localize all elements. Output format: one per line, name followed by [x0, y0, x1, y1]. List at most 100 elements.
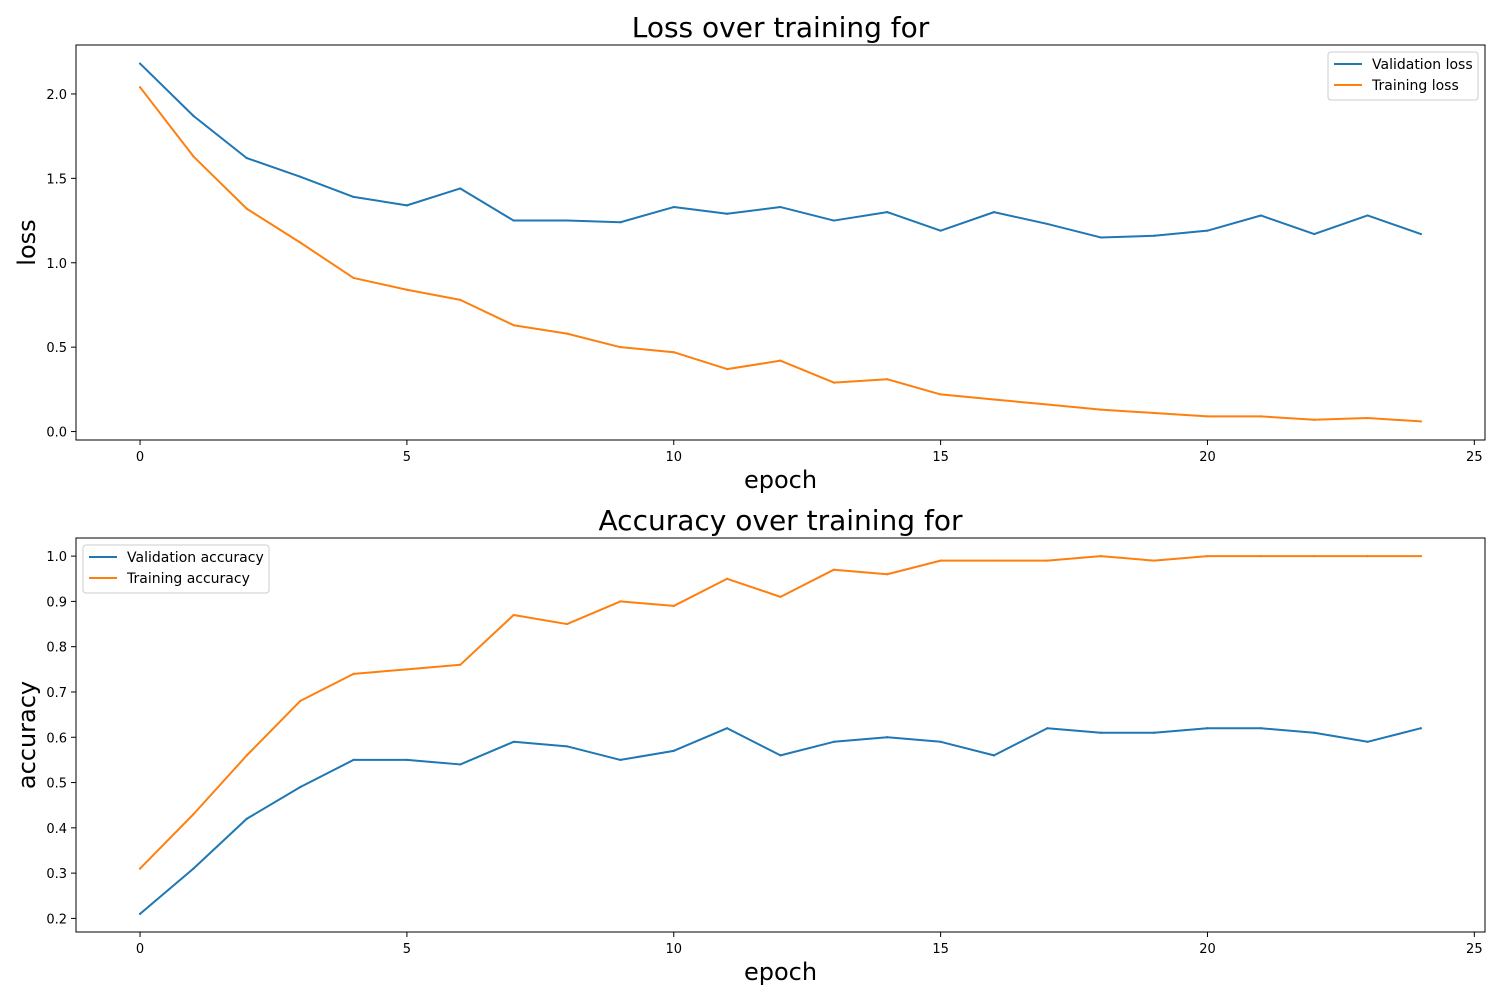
- data-point: [832, 381, 835, 384]
- data-point: [1152, 731, 1156, 734]
- legend-box: [82, 544, 270, 594]
- data-point: [1313, 232, 1316, 236]
- data-point: [352, 758, 355, 762]
- data-point: [992, 754, 996, 757]
- data-point: [245, 754, 248, 757]
- data-point: [672, 205, 675, 209]
- series-line-1: [139, 555, 1421, 870]
- legend: Validation accuracy Training accuracy: [82, 544, 270, 594]
- data-point: [192, 867, 195, 870]
- y-tick-label: 0.4: [46, 822, 67, 837]
- data-point: [1259, 415, 1262, 418]
- data-point: [886, 378, 889, 381]
- data-point: [1366, 555, 1369, 558]
- x-tick-label: 10: [665, 450, 682, 465]
- data-point: [886, 573, 889, 576]
- data-point: [832, 219, 835, 222]
- data-point: [1259, 555, 1262, 558]
- x-tick-label: 0: [136, 942, 144, 957]
- data-point: [1152, 411, 1156, 415]
- y-tick-label: 2.0: [46, 88, 67, 103]
- data-point: [1046, 222, 1049, 226]
- data-point: [992, 211, 996, 214]
- data-point: [299, 699, 302, 703]
- data-point: [726, 577, 729, 580]
- y-axis-label: loss: [13, 219, 41, 265]
- data-point: [352, 195, 355, 199]
- data-point: [726, 727, 729, 730]
- data-point: [619, 600, 622, 603]
- data-point: [565, 219, 569, 222]
- x-tick-label: 15: [932, 450, 949, 465]
- data-point: [245, 156, 248, 160]
- data-point: [672, 604, 675, 608]
- data-point: [1046, 559, 1049, 562]
- plot-frame: [75, 44, 1486, 441]
- data-point: [1259, 214, 1262, 217]
- legend-label: Validation accuracy: [127, 550, 264, 566]
- y-tick-label: 1.0: [46, 550, 67, 565]
- y-axis-label: accuracy: [13, 681, 41, 789]
- data-point: [405, 668, 409, 671]
- data-point: [1419, 232, 1423, 236]
- data-point: [726, 368, 729, 371]
- legend-label: Validation loss: [1372, 57, 1473, 73]
- data-point: [779, 205, 782, 209]
- x-tick-label: 25: [1466, 942, 1483, 957]
- data-point: [992, 398, 996, 401]
- series-line-0: [139, 62, 1422, 239]
- data-point: [512, 219, 515, 222]
- data-point: [779, 359, 782, 362]
- x-tick-label: 15: [932, 942, 949, 957]
- y-tick-label: 0.5: [46, 777, 67, 792]
- data-point: [992, 559, 996, 562]
- data-point: [939, 229, 942, 232]
- data-point: [138, 867, 142, 870]
- data-point: [939, 740, 942, 743]
- data-point: [1099, 408, 1102, 411]
- data-point: [1099, 555, 1102, 558]
- data-point: [512, 613, 515, 617]
- x-tick-label: 0: [136, 450, 144, 465]
- data-point: [832, 568, 835, 571]
- data-point: [299, 785, 302, 789]
- data-point: [1046, 403, 1049, 406]
- data-point: [672, 351, 675, 354]
- data-point: [619, 346, 622, 349]
- data-point: [1206, 229, 1209, 232]
- legend: Validation loss Training loss: [1327, 51, 1479, 101]
- data-point: [352, 276, 355, 280]
- data-point: [1099, 236, 1102, 239]
- data-point: [245, 817, 248, 820]
- data-point: [1366, 740, 1369, 743]
- data-point: [192, 813, 195, 816]
- data-point: [1419, 420, 1423, 423]
- data-point: [192, 114, 195, 117]
- data-point: [192, 155, 195, 158]
- y-tick-label: 0.0: [46, 426, 67, 441]
- x-tick-label: 20: [1199, 450, 1216, 465]
- data-point: [619, 221, 622, 224]
- legend-label: Training accuracy: [126, 571, 250, 587]
- data-point: [726, 212, 729, 215]
- data-point: [886, 736, 889, 739]
- data-point: [1419, 555, 1423, 558]
- data-point: [565, 332, 569, 335]
- data-point: [352, 672, 355, 675]
- data-point: [1419, 727, 1423, 730]
- data-point: [1206, 555, 1209, 558]
- data-point: [245, 207, 248, 210]
- x-tick-label: 5: [403, 450, 411, 465]
- x-axis-label: epoch: [744, 958, 817, 986]
- x-axis-label: epoch: [744, 466, 817, 494]
- data-point: [779, 754, 782, 757]
- data-point: [138, 912, 142, 915]
- y-tick-label: 1.0: [46, 257, 67, 272]
- data-point: [512, 740, 515, 743]
- x-tick-label: 5: [403, 942, 411, 957]
- legend-box: [1327, 51, 1479, 101]
- data-point: [1366, 416, 1369, 420]
- data-point: [565, 745, 569, 748]
- data-point: [138, 86, 142, 89]
